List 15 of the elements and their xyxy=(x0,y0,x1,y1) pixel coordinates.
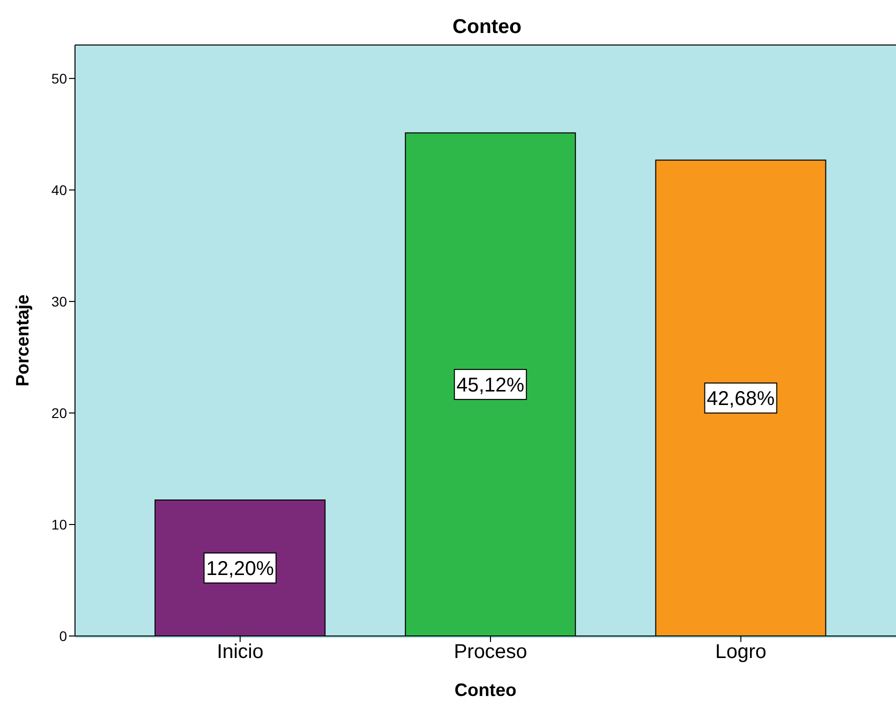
y-axis-title: Porcentaje xyxy=(12,294,32,387)
y-tick-label: 30 xyxy=(51,293,68,310)
data-label: 42,68% xyxy=(706,388,775,410)
chart-title: Conteo xyxy=(452,16,522,39)
y-tick-label: 20 xyxy=(51,404,68,421)
y-tick-label: 40 xyxy=(51,182,68,198)
y-tick-label: 0 xyxy=(59,628,68,644)
x-tick-label: Inicio xyxy=(216,641,264,664)
x-tick-label: Logro xyxy=(715,641,766,664)
data-label: 12,20% xyxy=(206,558,274,580)
x-axis-title: Conteo xyxy=(454,680,516,700)
y-tick-label: 50 xyxy=(51,70,68,86)
x-tick-label: Proceso xyxy=(454,641,528,664)
y-tick-label: 10 xyxy=(51,516,68,532)
data-label: 45,12% xyxy=(456,374,525,396)
